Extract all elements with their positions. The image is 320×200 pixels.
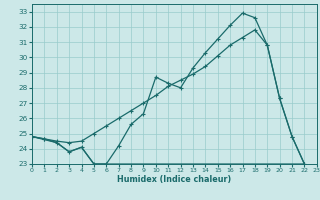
X-axis label: Humidex (Indice chaleur): Humidex (Indice chaleur) xyxy=(117,175,232,184)
